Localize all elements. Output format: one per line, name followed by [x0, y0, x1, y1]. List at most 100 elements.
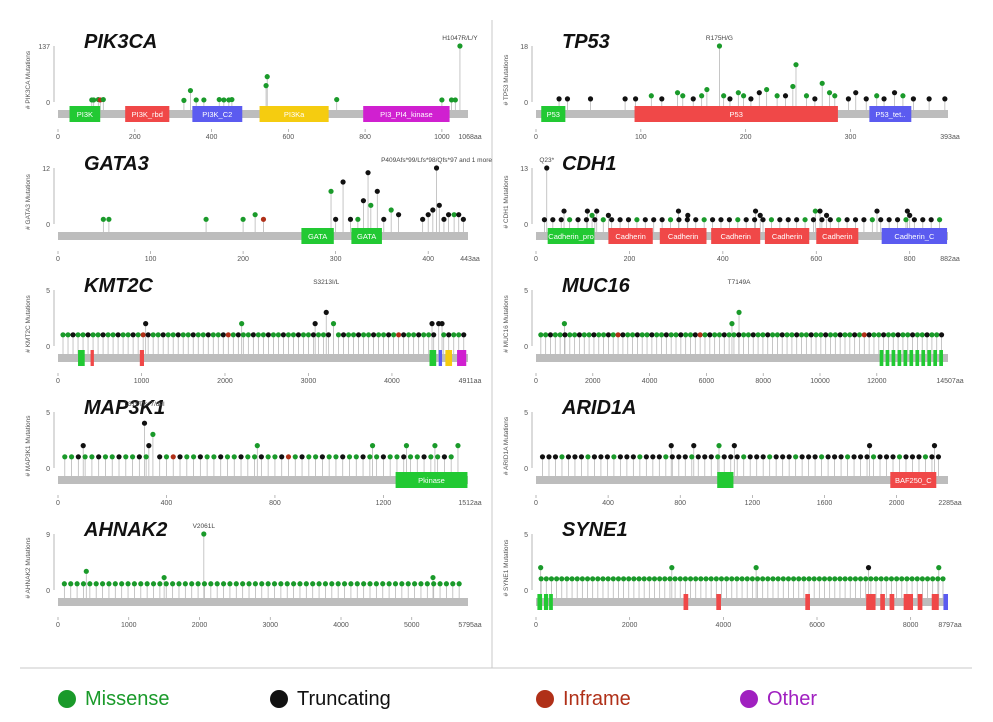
mutation-head [285, 332, 292, 338]
length-label: 2285aa [938, 500, 961, 507]
y-tick-zero: 0 [46, 588, 50, 595]
mutation-head [552, 454, 559, 460]
mutation-head [726, 332, 732, 338]
x-tick-label: 3000 [262, 622, 278, 629]
mutation-head [394, 454, 400, 460]
mutation-head [857, 454, 864, 460]
mutation-head [940, 576, 946, 582]
domain-box [90, 350, 94, 366]
mutation-head [592, 217, 598, 223]
mutation-head [819, 80, 825, 86]
mutation-head [646, 576, 652, 582]
legend-dot-other [740, 690, 758, 708]
mutation-head [895, 332, 901, 338]
mutation-head [775, 576, 781, 582]
mutation-head [562, 332, 568, 338]
mutation-head [143, 454, 149, 460]
domain-label: GATA [308, 232, 327, 241]
domain-label: Cadherin [615, 232, 645, 241]
mutation-head [639, 332, 645, 338]
x-tick-label: 1200 [376, 500, 392, 507]
hotspot-annotation: S3213I/L [313, 279, 339, 286]
domain-box [917, 594, 923, 610]
x-tick-label: 800 [674, 500, 686, 507]
mutation-head [246, 581, 252, 587]
mutation-head [252, 581, 258, 587]
mutation-head [790, 83, 796, 90]
legend-label-truncating: Truncating [297, 687, 391, 710]
y-tick-zero: 0 [46, 222, 50, 229]
x-tick-label: 400 [717, 256, 729, 263]
mutation-head [695, 454, 701, 460]
x-tick-label: 0 [56, 500, 60, 507]
gene-name: SYNE1 [562, 519, 628, 541]
mutation-head [80, 581, 87, 587]
domain-box [395, 472, 468, 488]
mutation-head [561, 321, 568, 327]
mutation-head [190, 332, 196, 338]
mutation-head [852, 576, 859, 582]
x-tick-label: 1600 [817, 500, 833, 507]
domain-label: PI3_PI4_kinase [380, 110, 433, 119]
mutation-head [919, 332, 925, 338]
mutation-head [374, 454, 380, 460]
mutation-head [718, 576, 725, 582]
mutation-head [765, 576, 771, 582]
domain-label: P53_tet.. [875, 110, 905, 119]
domain-box [889, 594, 895, 610]
mutation-head [600, 332, 607, 338]
mutation-head [93, 581, 99, 587]
mutation-head [798, 332, 805, 338]
mutation-head [799, 454, 805, 460]
mutation-head [270, 332, 276, 338]
mutation-head [437, 581, 443, 587]
mutation-head [436, 202, 442, 208]
mutation-head [715, 454, 721, 460]
mutation-head [801, 576, 807, 582]
mutation-head [564, 96, 571, 102]
x-tick-label: 3000 [301, 378, 317, 385]
mutation-head [767, 454, 773, 460]
x-tick-label: 0 [534, 622, 538, 629]
legend-item-inframe: Inframe [536, 686, 631, 712]
mutation-head [756, 90, 762, 96]
mutation-head [75, 332, 81, 338]
mutation-head [634, 217, 640, 223]
mutation-head [637, 454, 643, 460]
mutation-head [836, 217, 842, 223]
mutation-head [204, 454, 210, 460]
mutation-head [896, 454, 903, 460]
y-tick-zero: 0 [524, 344, 528, 351]
mutation-head [320, 332, 327, 338]
mutation-head [790, 576, 797, 582]
domain-box [816, 228, 859, 244]
mutation-head [386, 581, 392, 587]
mutation-head [450, 581, 456, 587]
x-tick-label: 2000 [192, 622, 208, 629]
mutation-head [456, 212, 462, 218]
mutation-head [739, 576, 745, 582]
mutation-head [141, 420, 148, 426]
mutation-head [649, 332, 655, 338]
mutation-head [163, 454, 170, 460]
mutation-head [323, 309, 329, 315]
mutation-head [305, 332, 312, 338]
mutation-head [743, 217, 749, 223]
mutation-head [367, 581, 373, 587]
mutation-head [806, 576, 812, 582]
mutation-head [201, 581, 208, 587]
y-axis-label: # TP53 Mutations [503, 54, 510, 106]
length-label: 4911aa [459, 378, 482, 385]
mutation-head [620, 576, 627, 582]
plots-container: PIK3CA # PIK3CA Mutations 137 0 PI3K PI3K_rbd… [25, 31, 964, 629]
x-tick-label: 1000 [434, 134, 450, 141]
length-label: 393aa [940, 134, 960, 141]
y-tick-max: 5 [46, 410, 50, 417]
mutation-head [567, 217, 573, 223]
mutation-head [146, 443, 152, 449]
mutation-head [668, 443, 674, 449]
gene-name: ARID1A [561, 397, 636, 419]
mutation-head [663, 332, 669, 338]
mutation-head [369, 443, 376, 449]
mutation-head [698, 576, 704, 582]
